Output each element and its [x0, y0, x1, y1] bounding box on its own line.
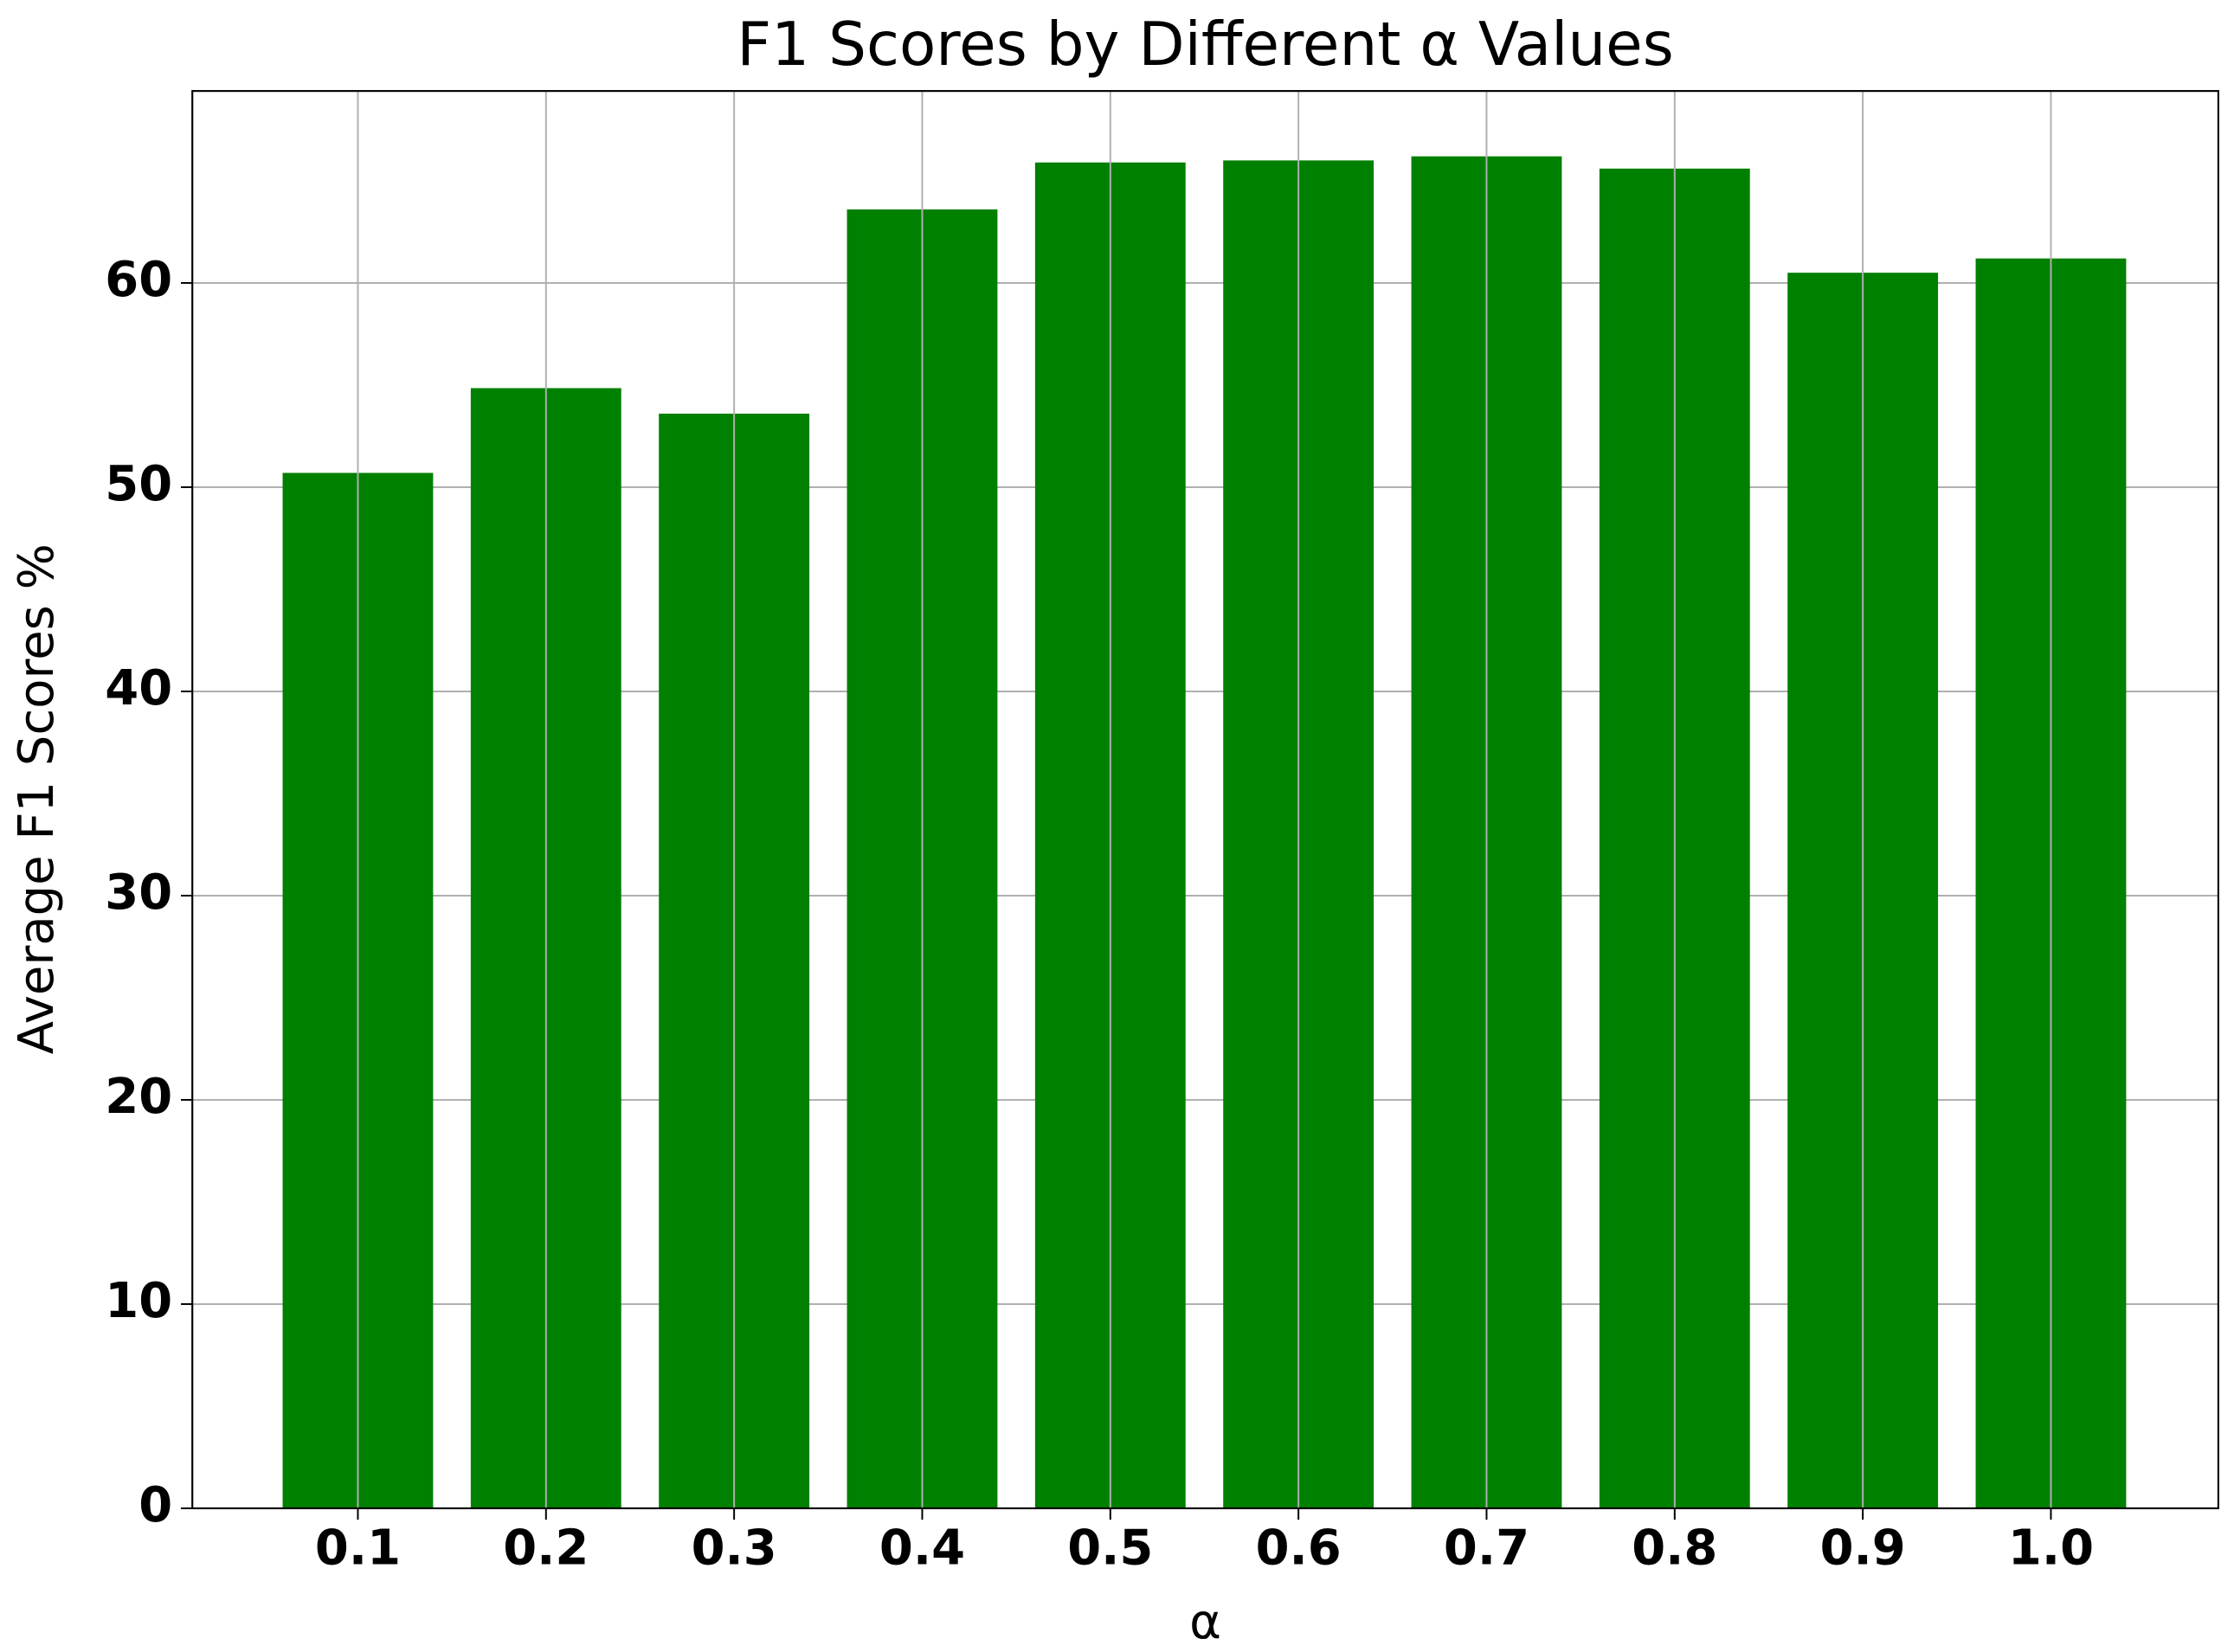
- x-tick-label: 0.1: [315, 1520, 401, 1576]
- y-tick-label: 30: [105, 865, 172, 921]
- x-tick-label: 0.8: [1632, 1520, 1717, 1576]
- y-tick-label: 0: [138, 1477, 172, 1533]
- chart-title: F1 Scores by Different α Values: [737, 10, 1673, 80]
- x-tick-label: 0.2: [503, 1520, 589, 1576]
- x-tick-label: 0.9: [1820, 1520, 1906, 1576]
- y-tick-label: 60: [105, 252, 172, 308]
- y-axis-label: Average F1 Scores %: [9, 543, 65, 1054]
- x-tick-label: 1.0: [2008, 1520, 2094, 1576]
- x-tick-label: 0.7: [1444, 1520, 1529, 1576]
- y-tick-label: 50: [105, 456, 172, 512]
- x-tick-label: 0.3: [692, 1520, 777, 1576]
- x-axis-label: α: [1189, 1594, 1221, 1650]
- x-tick-label: 0.6: [1256, 1520, 1342, 1576]
- y-tick-label: 10: [105, 1273, 172, 1329]
- x-tick-label: 0.5: [1067, 1520, 1153, 1576]
- x-tick-label: 0.4: [879, 1520, 965, 1576]
- plot-frame: [191, 90, 2219, 1510]
- y-tick-label: 40: [105, 660, 172, 717]
- y-tick-label: 20: [105, 1069, 172, 1125]
